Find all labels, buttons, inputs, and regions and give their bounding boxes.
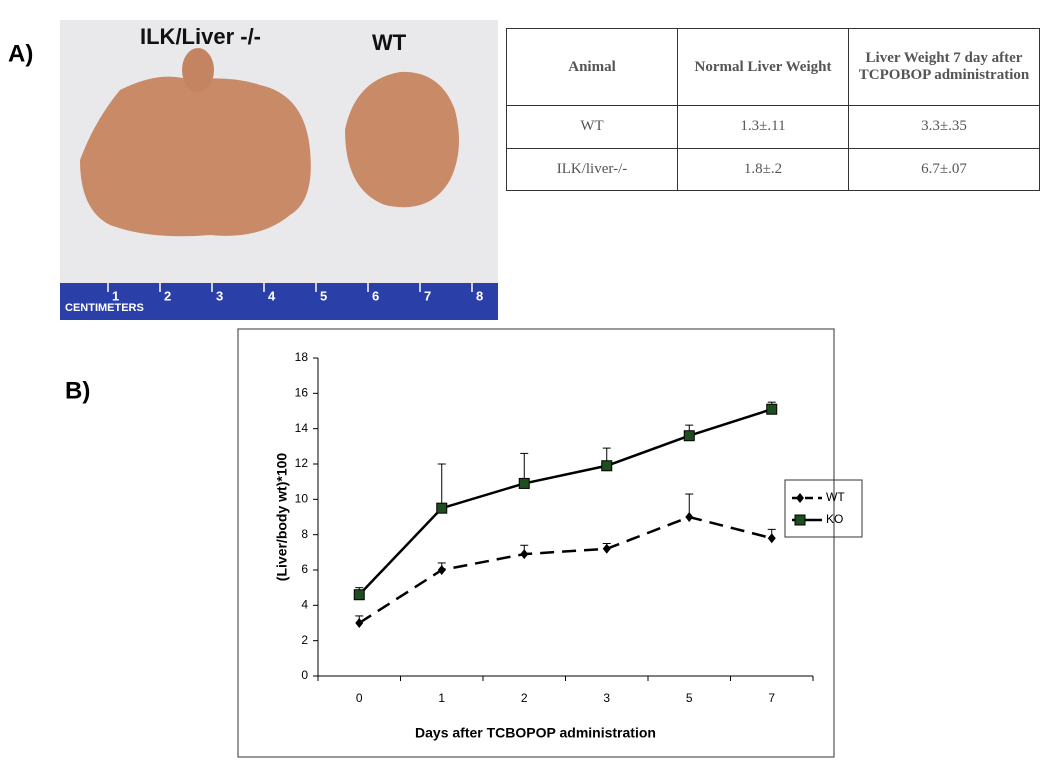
ruler-number: 6	[372, 288, 379, 303]
marker	[601, 460, 613, 472]
y-tick-label: 16	[295, 386, 309, 400]
series-line	[358, 408, 773, 596]
y-tick-label: 6	[301, 562, 308, 576]
liver-lobe	[182, 48, 214, 92]
legend-box	[784, 479, 863, 538]
legend-label: WT	[826, 490, 845, 504]
x-tick-label: 5	[686, 691, 693, 705]
ruler	[60, 283, 498, 320]
legend-label: KO	[826, 512, 843, 526]
y-tick-label: 8	[301, 527, 308, 541]
ruler-title: CENTIMETERS	[65, 302, 144, 314]
table-header: Animal	[506, 28, 678, 106]
table-header: Normal Liver Weight	[677, 28, 849, 106]
ruler-number: 3	[216, 288, 223, 303]
ruler-number: 2	[164, 288, 171, 303]
x-tick-label: 0	[356, 691, 363, 705]
y-axis-label: (Liver/body wt)*100	[274, 453, 290, 582]
ruler-number: 5	[320, 288, 327, 303]
marker	[685, 512, 694, 522]
marker	[436, 502, 448, 514]
x-axis-label: Days after TCBOPOP administration	[415, 725, 656, 741]
table-cell: 6.7±.07	[848, 147, 1040, 191]
marker	[355, 618, 364, 628]
marker	[796, 493, 804, 503]
ruler-number: 1	[112, 288, 119, 303]
marker	[794, 514, 806, 526]
table-cell: WT	[506, 105, 678, 149]
marker	[437, 565, 446, 575]
x-tick-label: 7	[768, 691, 775, 705]
ruler-number: 4	[268, 288, 276, 303]
x-tick-label: 2	[521, 691, 528, 705]
panel-label: B)	[65, 377, 90, 404]
marker	[683, 430, 695, 442]
liver	[345, 71, 459, 208]
y-tick-label: 12	[295, 456, 309, 470]
marker	[602, 543, 611, 554]
table-cell: ILK/liver-/-	[506, 147, 678, 191]
table-cell: 1.8±.2	[677, 147, 849, 191]
photo-label: WT	[372, 30, 407, 55]
y-tick-label: 0	[301, 668, 308, 682]
y-tick-label: 2	[301, 633, 308, 647]
y-tick-label: 14	[295, 421, 309, 435]
photo: ILK/Liver -/- WT CENTIMETERS	[60, 20, 498, 320]
table-cell: 3.3±.35	[848, 105, 1040, 149]
table: Animal Normal Liver Weight Liver Weight …	[506, 28, 1040, 191]
x-tick-label: 3	[603, 691, 610, 705]
marker	[518, 477, 530, 489]
marker	[520, 549, 529, 560]
series-line	[358, 515, 773, 625]
y-tick-label: 10	[295, 492, 309, 506]
marker	[353, 589, 365, 601]
chart-frame	[237, 328, 835, 758]
table-cell: 1.3±.11	[677, 105, 849, 149]
photo-label: ILK/Liver -/-	[140, 24, 261, 49]
x-tick-label: 1	[438, 691, 445, 705]
marker	[766, 403, 778, 415]
panel-label: A)	[8, 40, 33, 67]
liver	[80, 76, 311, 237]
table-header: Liver Weight 7 day after TCPOBOP adminis…	[848, 28, 1040, 106]
y-tick-label: 4	[301, 598, 308, 612]
y-tick-label: 18	[295, 350, 309, 364]
ruler-number: 8	[476, 288, 483, 303]
ruler-number: 7	[424, 288, 431, 303]
marker	[767, 533, 776, 544]
